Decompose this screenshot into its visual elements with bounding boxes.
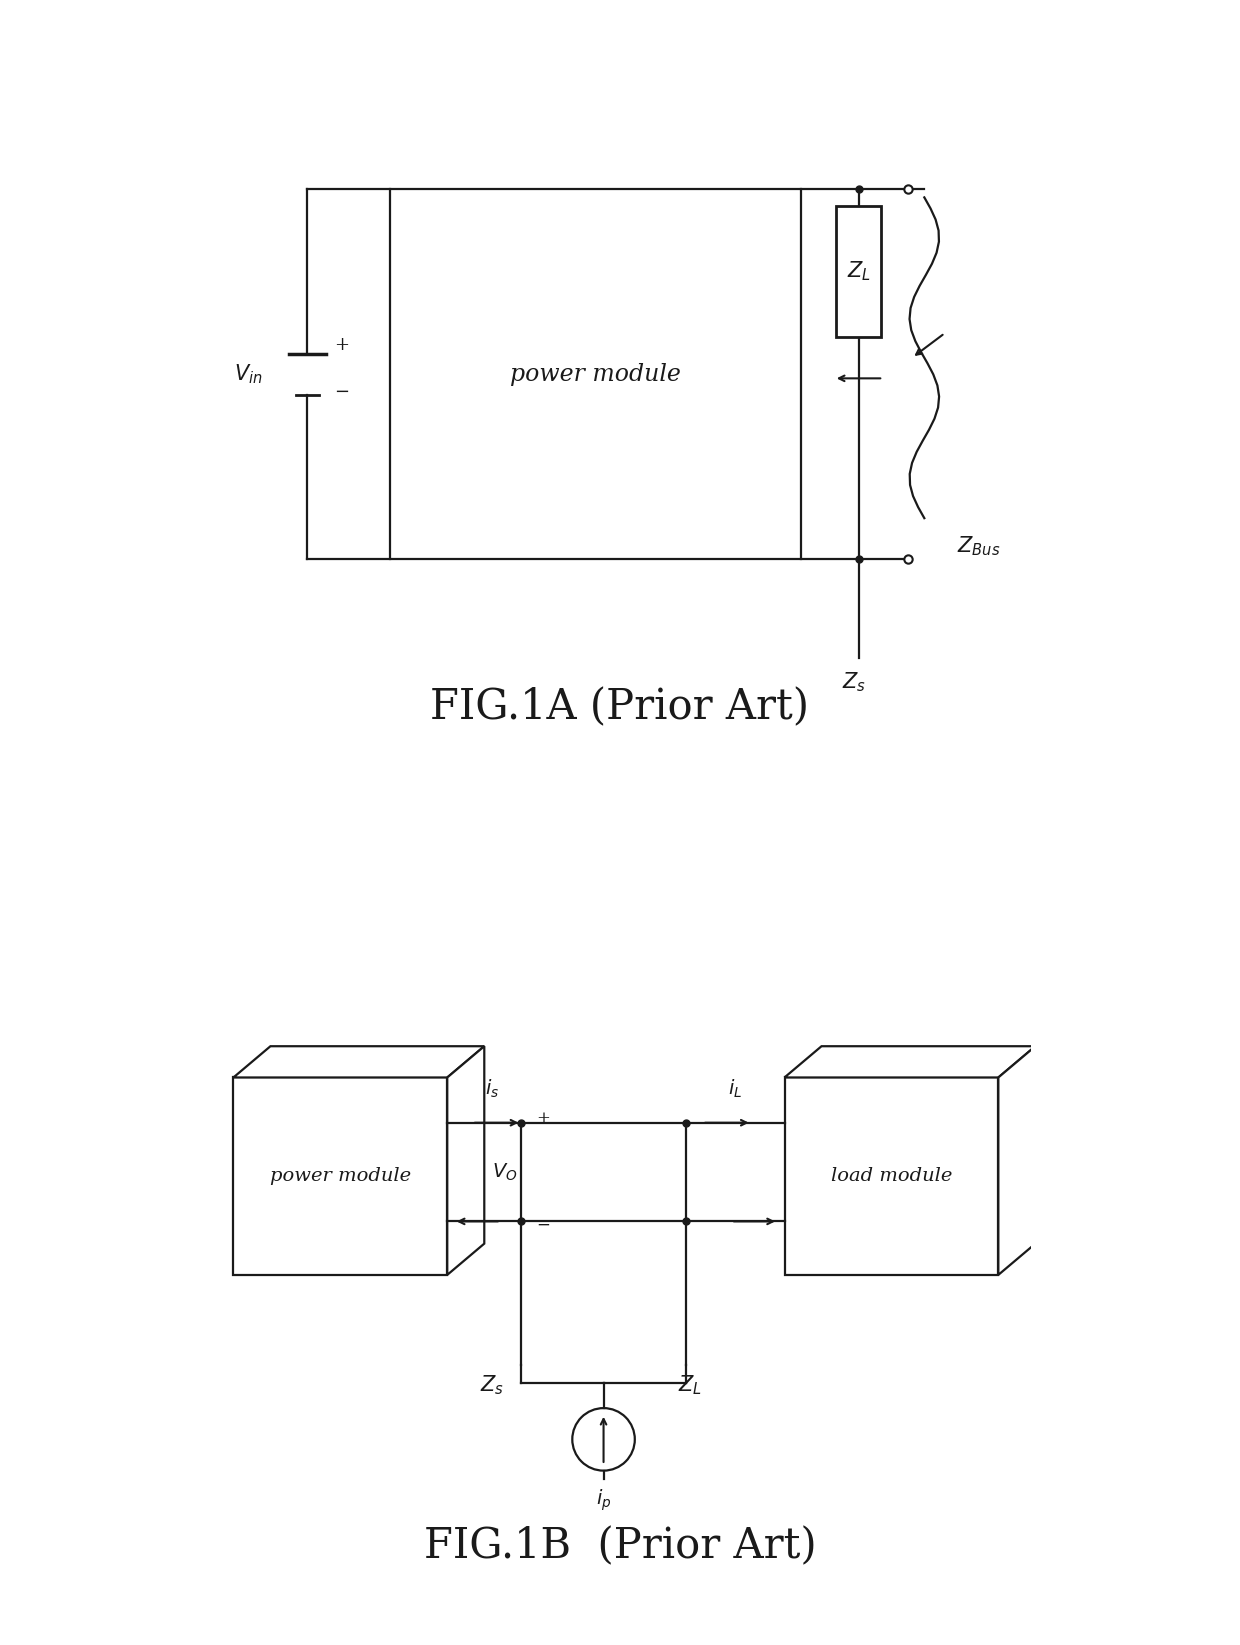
Text: FIG.1B  (Prior Art): FIG.1B (Prior Art): [424, 1525, 816, 1568]
Text: $V_{in}$: $V_{in}$: [233, 362, 262, 387]
Bar: [389, 189, 801, 559]
Bar: [785, 1077, 998, 1275]
Bar: [836, 206, 882, 337]
Text: FIG.1A (Prior Art): FIG.1A (Prior Art): [430, 686, 810, 729]
Polygon shape: [998, 1046, 1035, 1275]
Text: $Z_L$: $Z_L$: [847, 260, 870, 283]
Text: $i_p$: $i_p$: [596, 1487, 611, 1513]
Text: $Z_s$: $Z_s$: [842, 671, 867, 694]
Text: $i_L$: $i_L$: [728, 1077, 743, 1099]
Text: power module: power module: [510, 364, 681, 385]
Text: $Z_L$: $Z_L$: [678, 1374, 702, 1397]
Polygon shape: [233, 1046, 485, 1077]
Text: load module: load module: [831, 1168, 952, 1184]
Text: $i_s$: $i_s$: [485, 1077, 500, 1099]
Text: +: +: [334, 337, 348, 354]
Text: −: −: [334, 383, 348, 401]
Text: power module: power module: [270, 1168, 410, 1184]
Text: $V_O$: $V_O$: [492, 1161, 517, 1183]
Polygon shape: [448, 1046, 485, 1275]
Text: −: −: [536, 1217, 551, 1234]
Polygon shape: [785, 1046, 1035, 1077]
Bar: [233, 1077, 448, 1275]
Text: $Z_{Bus}$: $Z_{Bus}$: [957, 535, 1001, 558]
Text: $Z_s$: $Z_s$: [480, 1374, 505, 1397]
Text: +: +: [536, 1110, 551, 1127]
